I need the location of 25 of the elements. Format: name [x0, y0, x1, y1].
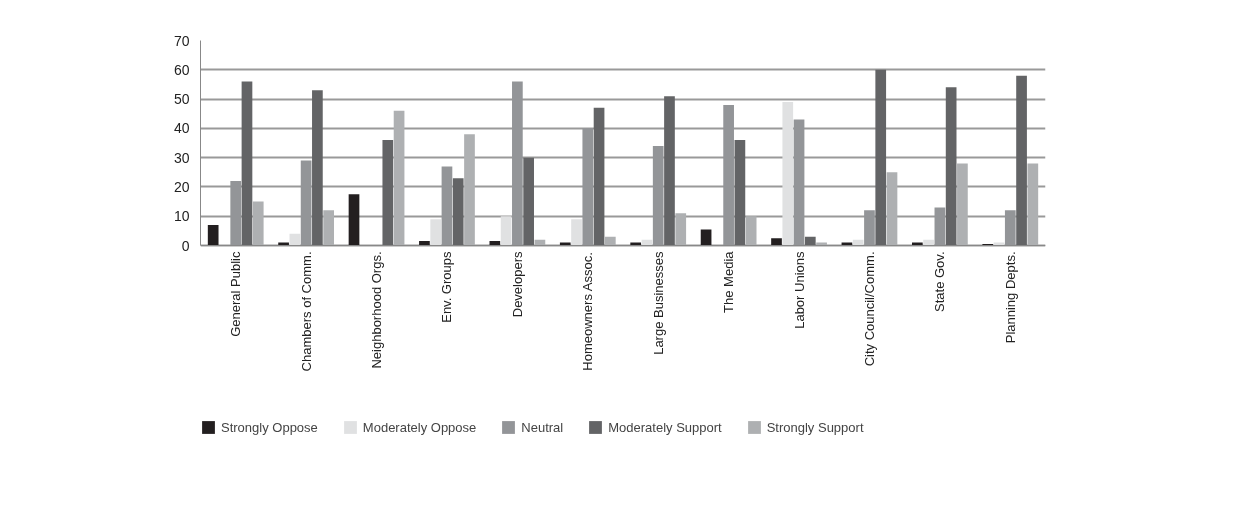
y-tick-label: 20 — [173, 178, 190, 195]
x-tick-label: General Public — [228, 251, 244, 337]
x-tick-label: Developers — [509, 251, 525, 318]
y-tick-label: 40 — [173, 120, 190, 137]
y-tick-label: 0 — [181, 237, 190, 254]
x-tick-label: State Gov. — [932, 251, 948, 312]
y-tick-label: 50 — [173, 91, 190, 108]
x-tick-label: Env. Groups — [439, 251, 455, 323]
legend-label: Moderately Support — [608, 419, 722, 435]
legend-label: Strongly Support — [766, 419, 864, 435]
x-tick-label: City Council/Comm. — [861, 251, 877, 367]
x-tick-label: Large Businesses — [650, 251, 666, 355]
y-tick-label: 10 — [173, 208, 190, 225]
legend-label: Neutral — [521, 419, 564, 435]
y-tick-label: 70 — [173, 32, 190, 49]
y-tick-label: 30 — [173, 149, 190, 166]
y-tick-label: 60 — [173, 61, 190, 78]
x-tick-label: Chambers of Comm. — [298, 251, 314, 372]
legend-label: Moderately Oppose — [362, 419, 477, 435]
x-tick-label: Planning Depts. — [1002, 251, 1018, 344]
x-tick-label: The Media — [721, 250, 737, 313]
x-tick-label: Neighborhood Orgs. — [369, 251, 385, 369]
x-tick-label: Labor Unions — [791, 251, 807, 329]
legend-label: Strongly Oppose — [221, 419, 318, 435]
x-tick-label: Homeowners Assoc. — [580, 252, 596, 371]
